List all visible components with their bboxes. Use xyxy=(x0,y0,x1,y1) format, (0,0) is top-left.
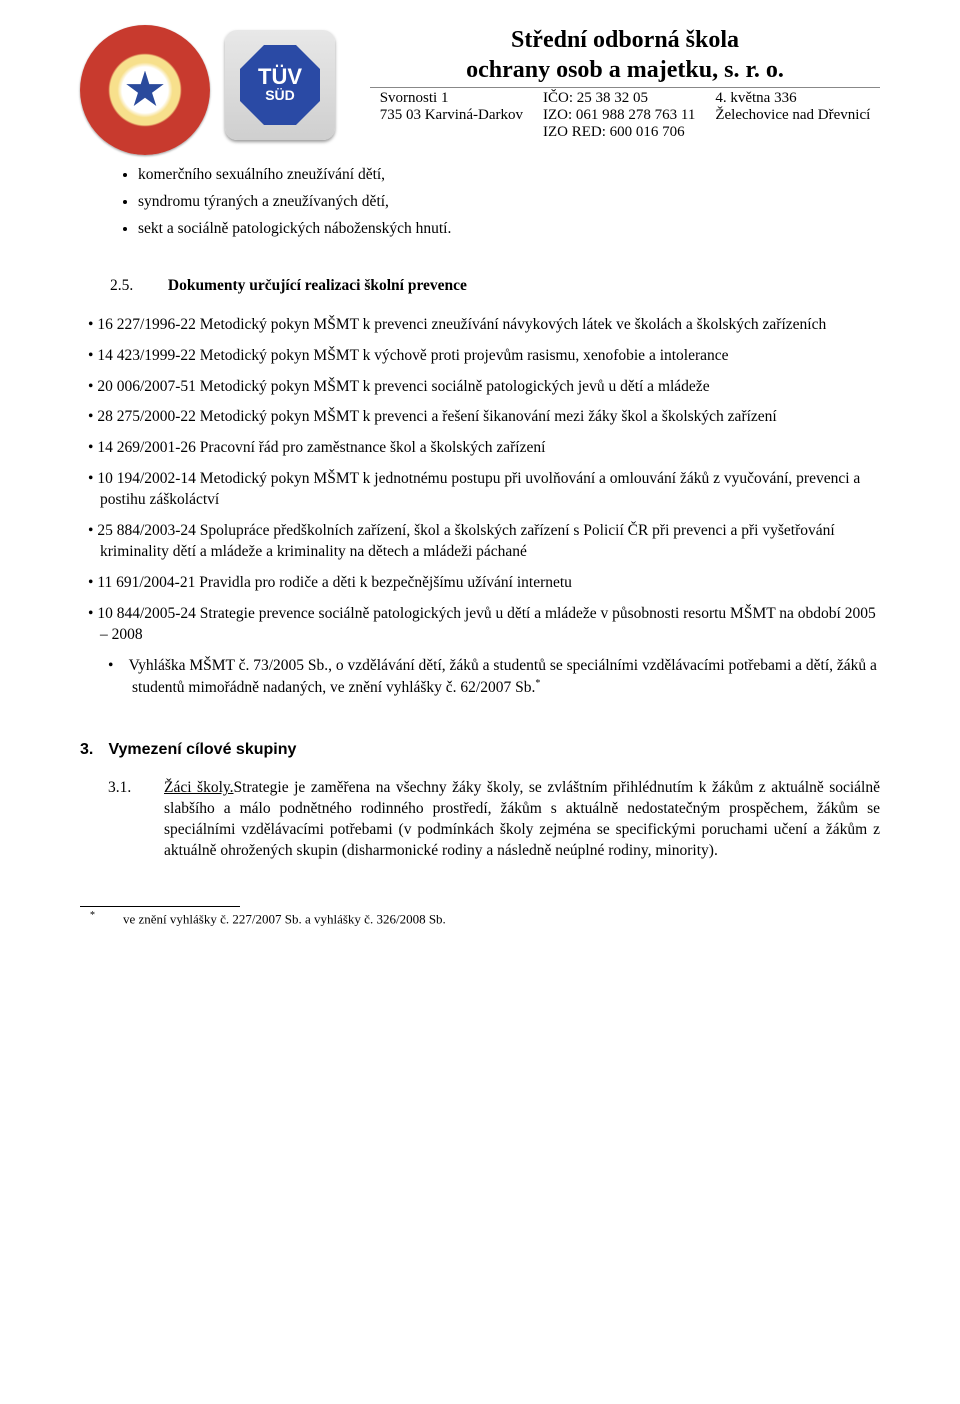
subsection-3-1: 3.1.Žáci školy.Strategie je zaměřena na … xyxy=(80,778,880,862)
title-line-2: ochrany osob a majetku, s. r. o. xyxy=(466,57,784,83)
address-line-1: Svornosti 1 xyxy=(380,90,523,107)
footnote-mark: * xyxy=(90,910,95,921)
top-bullet-list: komerčního sexuálního zneužívání dětí, s… xyxy=(80,165,880,240)
tuv-logo: TÜV SÜD xyxy=(220,25,340,155)
list-item: 25 884/2003-24 Spolupráce předškolních z… xyxy=(80,521,880,563)
list-item: 20 006/2007-51 Metodický pokyn MŠMT k pr… xyxy=(80,377,880,398)
vyhlaska-item: Vyhláška MŠMT č. 73/2005 Sb., o vzdělává… xyxy=(80,656,880,699)
section-3-heading: 3. Vymezení cílové skupiny xyxy=(80,739,880,761)
school-logo xyxy=(80,25,210,155)
list-item: 11 691/2004-21 Pravidla pro rodiče a dět… xyxy=(80,573,880,594)
tuv-label-2: SÜD xyxy=(265,88,295,103)
footnote-separator xyxy=(80,906,240,907)
subsection-lead: Žáci školy. xyxy=(164,779,234,796)
list-item: syndromu týraných a zneužívaných dětí, xyxy=(138,192,880,213)
title-line-1: Střední odborná škola xyxy=(511,27,739,53)
list-item: sekt a sociálně patologických náboženský… xyxy=(138,219,880,240)
footnote-text: ve znění vyhlášky č. 227/2007 Sb. a vyhl… xyxy=(123,911,446,926)
footnote-ref: * xyxy=(535,678,540,689)
list-item: 14 423/1999-22 Metodický pokyn MŠMT k vý… xyxy=(80,346,880,367)
address-line-2: 735 03 Karviná-Darkov xyxy=(380,107,523,124)
list-item: 16 227/1996-22 Metodický pokyn MŠMT k pr… xyxy=(80,315,880,336)
section-2-5-heading: 2.5. Dokumenty určující realizaci školní… xyxy=(80,276,880,297)
list-item: komerčního sexuálního zneužívání dětí, xyxy=(138,165,880,186)
list-item: 10 194/2002-14 Metodický pokyn MŠMT k je… xyxy=(80,469,880,511)
section-number: 2.5. xyxy=(110,276,164,297)
page-title: Střední odborná škola ochrany osob a maj… xyxy=(370,25,880,85)
section-number: 3. xyxy=(80,739,104,761)
izo: IZO: 061 988 278 763 11 xyxy=(543,107,695,124)
footnote: * ve znění vyhlášky č. 227/2007 Sb. a vyh… xyxy=(80,909,880,928)
list-item: 28 275/2000-22 Metodický pokyn MŠMT k pr… xyxy=(80,407,880,428)
list-item: 14 269/2001-26 Pracovní řád pro zaměstna… xyxy=(80,438,880,459)
ico: IČO: 25 38 32 05 xyxy=(543,90,695,107)
tuv-label-1: TÜV xyxy=(258,66,302,88)
section-title: Dokumenty určující realizaci školní prev… xyxy=(168,277,467,294)
header-info-grid: Svornosti 1 735 03 Karviná-Darkov IČO: 2… xyxy=(370,87,880,141)
right-line-2: Želechovice nad Dřevnicí xyxy=(715,107,870,124)
documents-list: 16 227/1996-22 Metodický pokyn MŠMT k pr… xyxy=(80,315,880,646)
vyhlaska-text: Vyhláška MŠMT č. 73/2005 Sb., o vzdělává… xyxy=(129,657,877,696)
list-item: 10 844/2005-24 Strategie prevence sociál… xyxy=(80,604,880,646)
subsection-text: Strategie je zaměřena na všechny žáky šk… xyxy=(164,779,880,859)
izo-red: IZO RED: 600 016 706 xyxy=(543,124,695,141)
section-title: Vymezení cílové skupiny xyxy=(108,741,296,758)
right-line-1: 4. května 336 xyxy=(715,90,870,107)
subsection-number: 3.1. xyxy=(108,778,164,799)
